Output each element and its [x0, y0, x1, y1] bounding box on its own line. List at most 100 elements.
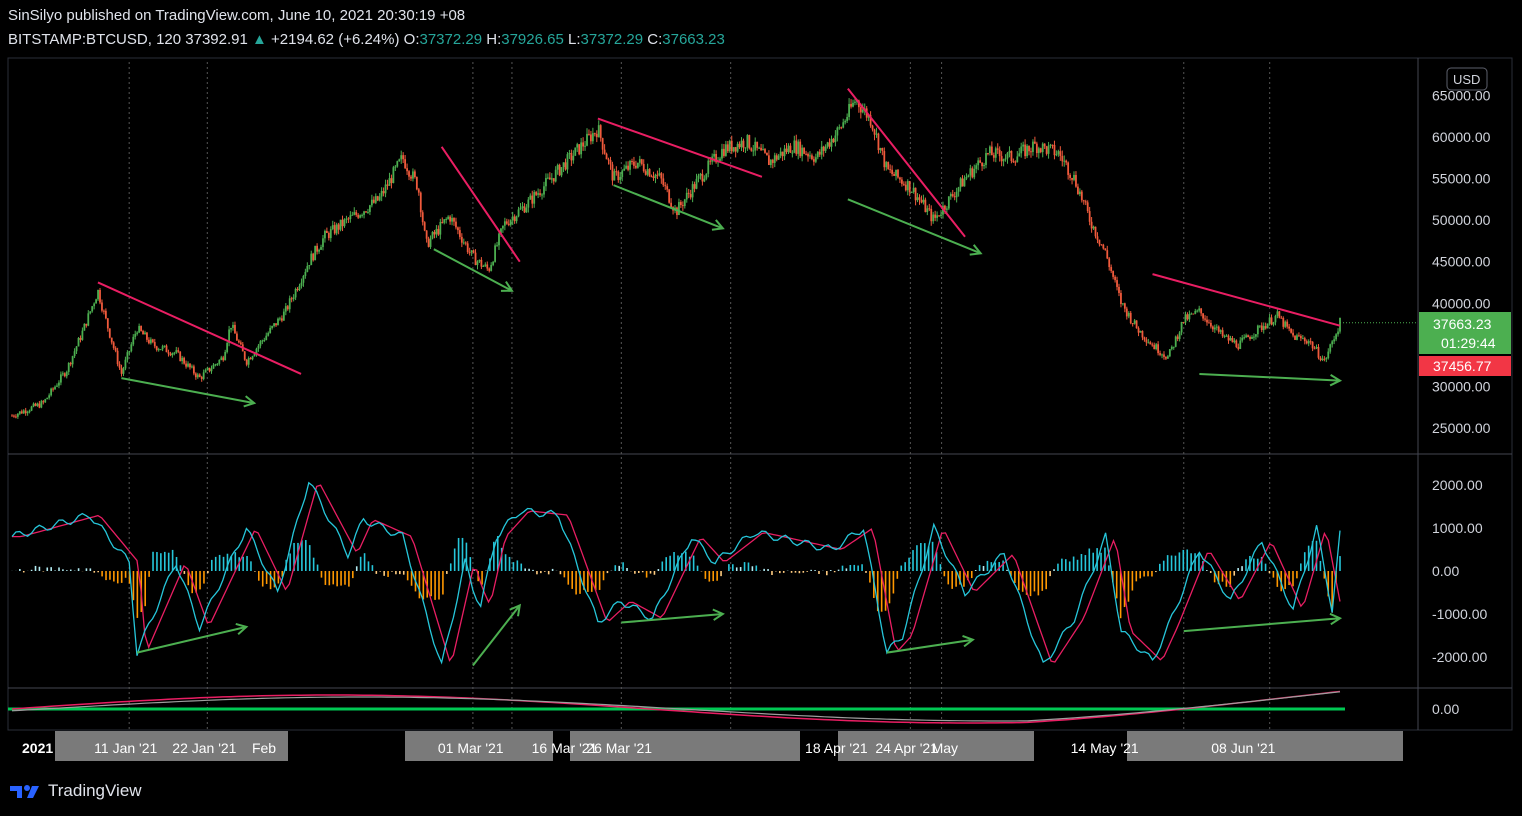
- candle: [361, 214, 363, 216]
- candle: [709, 160, 712, 162]
- candle: [842, 122, 845, 128]
- candle: [472, 250, 475, 253]
- candle: [580, 142, 583, 155]
- candle: [496, 245, 498, 247]
- candle: [351, 214, 354, 216]
- candle: [1272, 322, 1275, 325]
- candle: [271, 325, 274, 328]
- candle: [503, 221, 506, 226]
- candle: [766, 152, 768, 156]
- candle: [281, 318, 283, 321]
- candle: [1112, 270, 1115, 277]
- last-price-tag: [1419, 312, 1511, 354]
- candle: [513, 216, 516, 222]
- candle: [445, 218, 448, 220]
- candle: [509, 220, 512, 226]
- candle: [918, 197, 921, 200]
- candle: [1116, 280, 1118, 287]
- candle: [312, 253, 315, 261]
- candle: [736, 143, 739, 152]
- candle: [1118, 286, 1120, 293]
- candle: [218, 359, 221, 364]
- candle: [887, 162, 890, 170]
- candle: [1041, 143, 1044, 153]
- candle: [591, 133, 594, 142]
- candle: [1022, 144, 1025, 147]
- candle: [572, 155, 575, 161]
- candle: [1325, 358, 1328, 360]
- candle: [771, 159, 774, 163]
- candle: [566, 154, 569, 170]
- candle: [1264, 326, 1267, 329]
- candle: [752, 150, 755, 152]
- candle: [367, 211, 369, 213]
- tradingview-logo[interactable]: TradingView: [8, 781, 142, 801]
- candle: [355, 212, 358, 215]
- candle: [267, 332, 270, 336]
- candle: [726, 144, 729, 152]
- candle: [633, 161, 635, 166]
- candle: [1067, 162, 1070, 175]
- candle: [607, 159, 610, 161]
- candle: [1084, 201, 1087, 203]
- candle: [996, 148, 999, 150]
- currency-label: USD: [1453, 72, 1480, 87]
- candle: [502, 225, 504, 229]
- candle: [875, 133, 878, 135]
- candle: [175, 350, 178, 353]
- candle: [1192, 313, 1195, 315]
- candle: [439, 221, 442, 235]
- candle: [498, 233, 500, 246]
- candle: [660, 173, 663, 179]
- candle: [26, 411, 29, 414]
- candle: [159, 349, 162, 351]
- candle: [429, 238, 432, 247]
- high-value: 37926.65: [501, 31, 564, 48]
- candle: [818, 151, 821, 155]
- candle: [953, 196, 956, 198]
- candle: [541, 194, 543, 196]
- price-tick: 40000.00: [1432, 295, 1491, 311]
- candle: [253, 353, 256, 357]
- candle: [320, 247, 322, 250]
- candle: [681, 205, 684, 207]
- candle: [327, 232, 330, 239]
- candle: [558, 164, 561, 176]
- candle: [404, 159, 407, 169]
- candle: [16, 413, 19, 417]
- candle: [93, 303, 96, 307]
- candle: [331, 225, 334, 230]
- time-highlight: [570, 731, 800, 761]
- candle: [324, 230, 326, 239]
- prev-price-tag: [1419, 356, 1511, 376]
- candle: [601, 138, 604, 150]
- up-arrow-icon: ▲: [252, 31, 267, 48]
- candle: [957, 187, 960, 192]
- candle: [899, 177, 901, 180]
- candle: [1155, 344, 1158, 350]
- price-tick: 60000.00: [1432, 129, 1491, 145]
- candle: [852, 102, 854, 107]
- candle: [492, 261, 495, 265]
- candle: [1014, 161, 1017, 163]
- candle: [1247, 335, 1249, 338]
- candle: [1151, 344, 1154, 346]
- candle: [1077, 186, 1079, 195]
- candle: [1059, 151, 1062, 156]
- candle: [595, 133, 598, 138]
- candle: [992, 155, 995, 158]
- candle: [91, 306, 94, 312]
- candle: [678, 202, 680, 216]
- macd-tick: -1000.00: [1432, 606, 1487, 622]
- candle: [797, 141, 800, 154]
- candle: [889, 169, 892, 171]
- candle: [24, 410, 27, 414]
- candle: [816, 151, 819, 158]
- candle: [163, 345, 166, 347]
- candle: [1010, 150, 1013, 161]
- candle: [617, 171, 620, 180]
- candle: [1137, 328, 1140, 333]
- candle: [1125, 308, 1128, 317]
- candle: [306, 266, 309, 272]
